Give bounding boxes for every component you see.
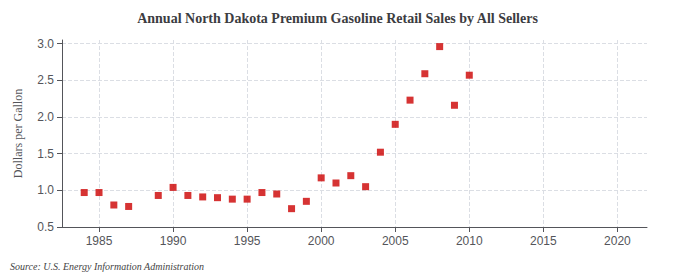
svg-text:3.0: 3.0 — [37, 37, 54, 51]
svg-text:1.0: 1.0 — [37, 183, 54, 197]
svg-text:Source: U.S. Energy Informatio: Source: U.S. Energy Information Administ… — [10, 261, 204, 272]
svg-text:2010: 2010 — [456, 234, 483, 248]
svg-text:2015: 2015 — [530, 234, 557, 248]
svg-text:2020: 2020 — [604, 234, 631, 248]
svg-text:2.0: 2.0 — [37, 110, 54, 124]
svg-text:2.5: 2.5 — [37, 73, 54, 87]
svg-text:Dollars per Gallon: Dollars per Gallon — [11, 89, 25, 178]
svg-text:2005: 2005 — [382, 234, 409, 248]
svg-text:2000: 2000 — [308, 234, 335, 248]
svg-text:1995: 1995 — [234, 234, 261, 248]
svg-text:1.5: 1.5 — [37, 147, 54, 161]
svg-text:1990: 1990 — [160, 234, 187, 248]
svg-text:1985: 1985 — [86, 234, 113, 248]
svg-text:0.5: 0.5 — [37, 220, 54, 234]
svg-text:Annual North Dakota Premium Ga: Annual North Dakota Premium Gasoline Ret… — [137, 11, 538, 26]
